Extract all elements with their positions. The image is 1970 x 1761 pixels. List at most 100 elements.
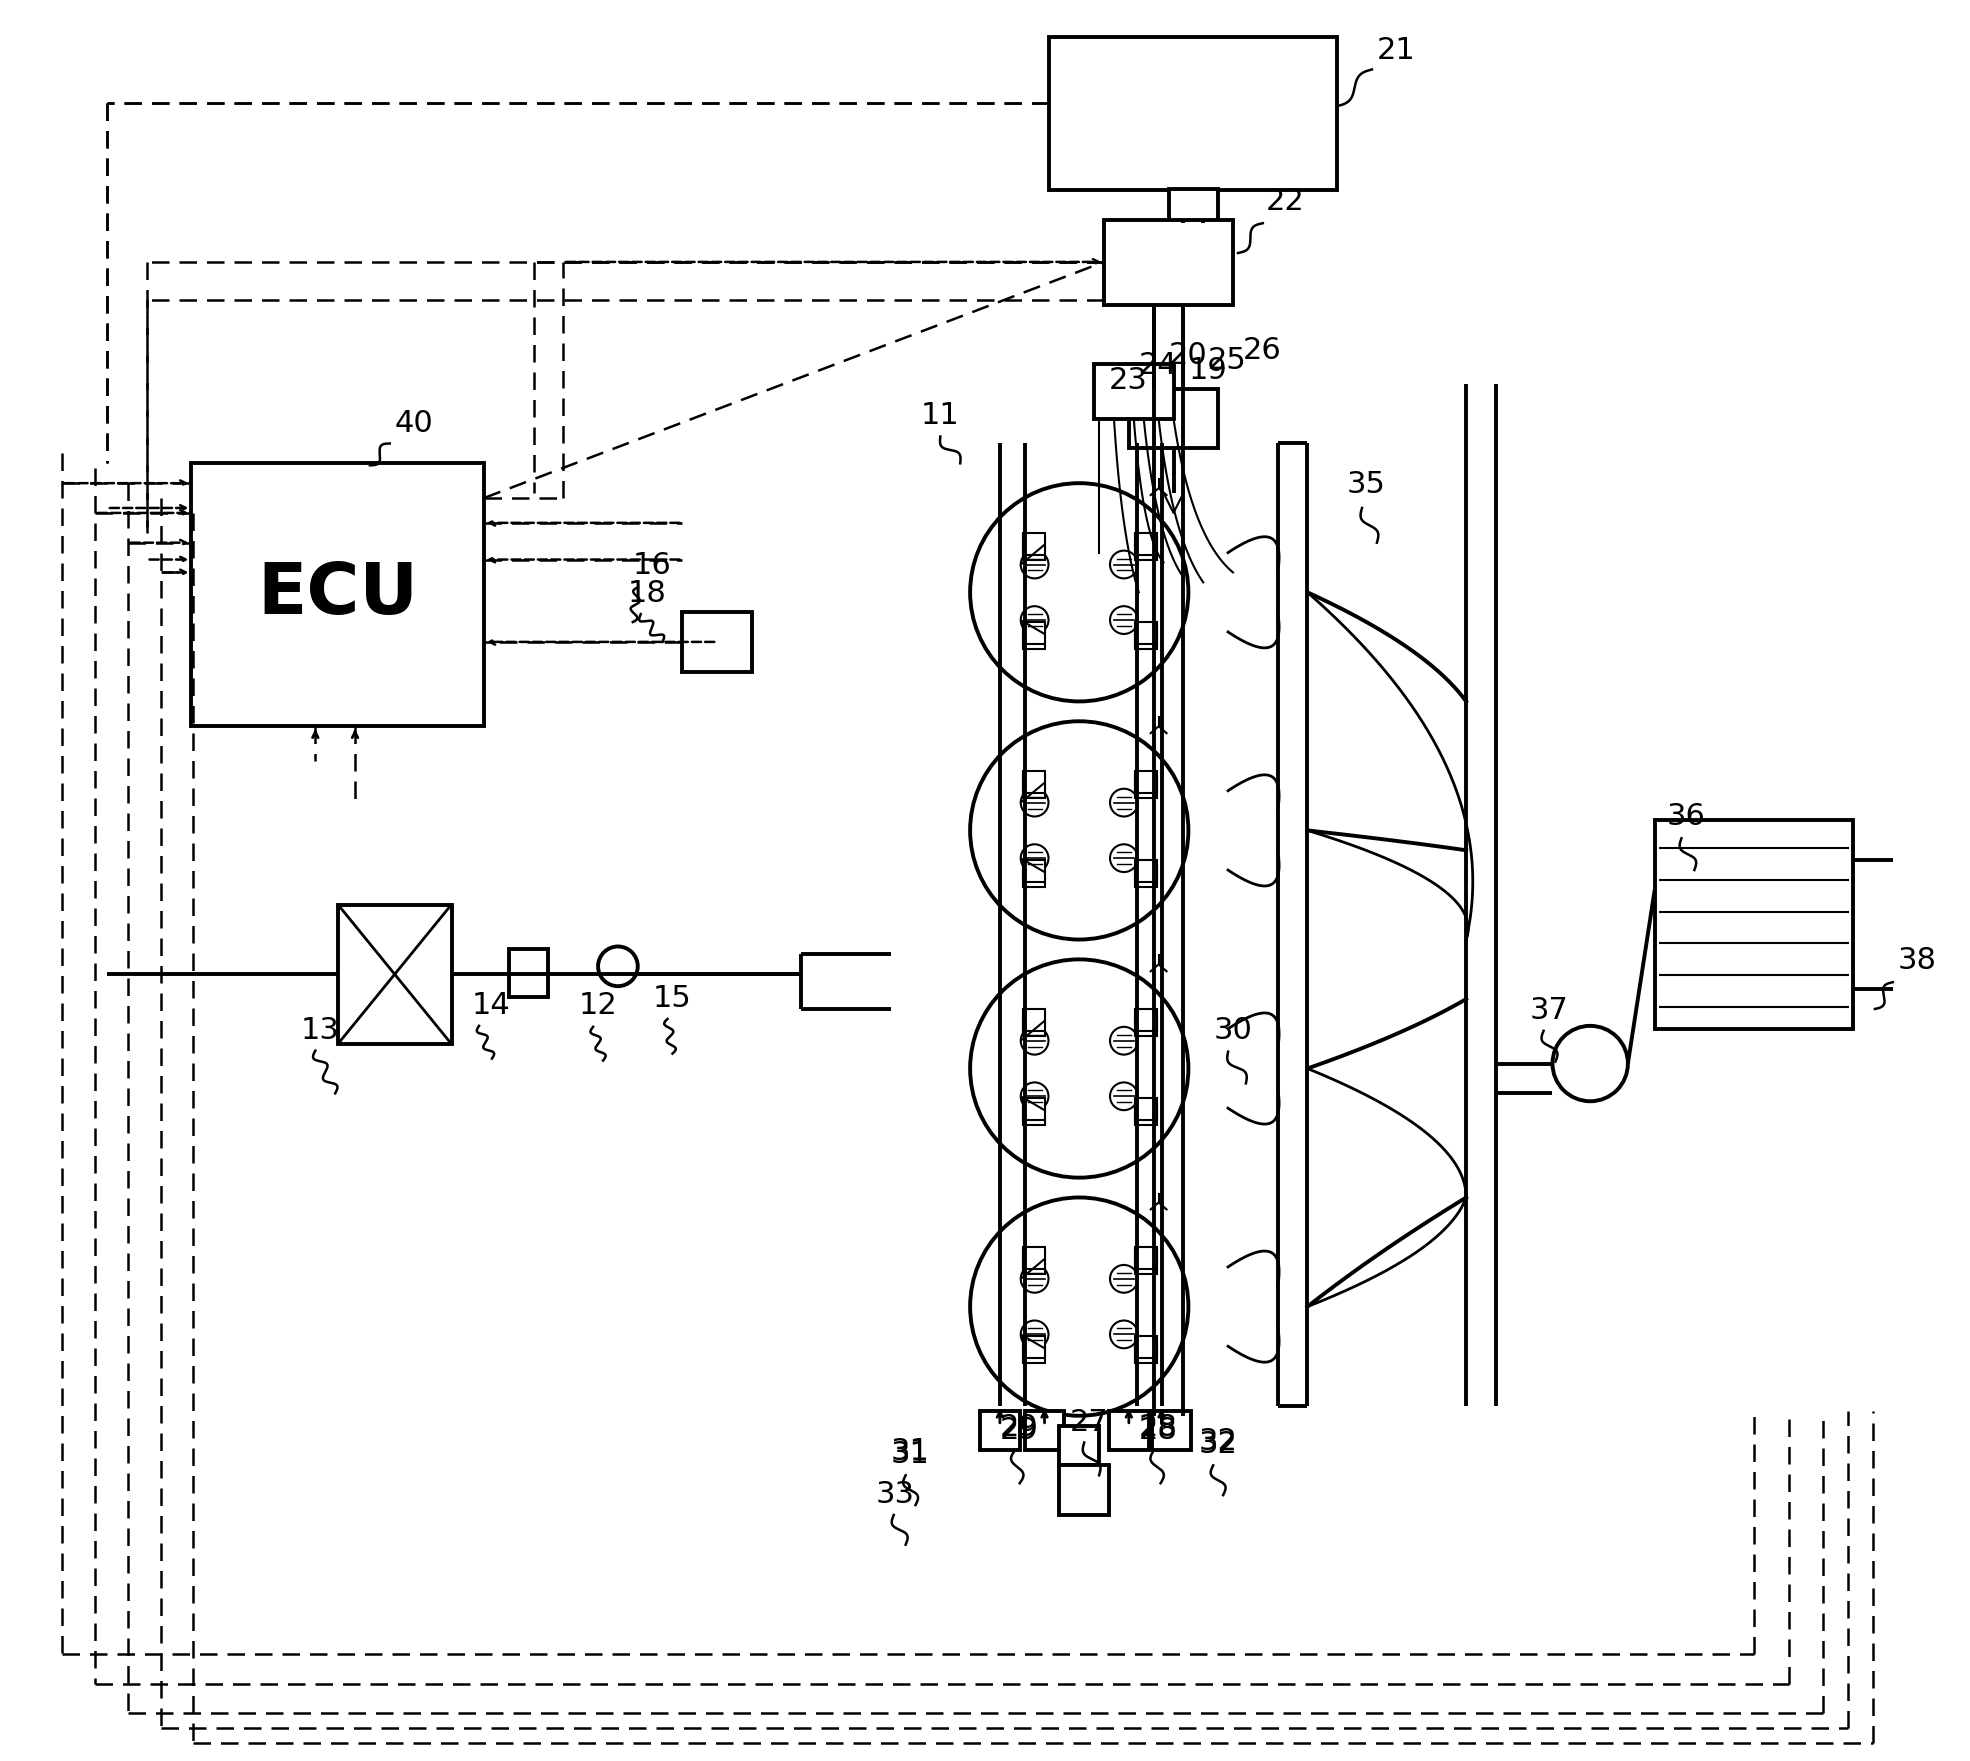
- Text: 31: 31: [890, 1437, 930, 1467]
- Text: 22: 22: [1267, 187, 1304, 217]
- Bar: [1022, 1009, 1044, 1030]
- Bar: [1022, 1014, 1044, 1035]
- Bar: [1022, 537, 1044, 560]
- Bar: [1135, 534, 1156, 555]
- Bar: [1135, 777, 1156, 798]
- Bar: [191, 463, 485, 726]
- Circle shape: [1020, 844, 1048, 872]
- Circle shape: [1020, 1083, 1048, 1109]
- Bar: [1135, 771, 1156, 792]
- Text: 13: 13: [301, 1016, 339, 1044]
- Bar: [1022, 771, 1044, 792]
- Bar: [1050, 37, 1338, 190]
- Text: 32: 32: [1198, 1428, 1237, 1456]
- Bar: [1655, 821, 1854, 1028]
- Circle shape: [1020, 1027, 1048, 1055]
- Bar: [339, 905, 453, 1044]
- Bar: [1135, 1014, 1156, 1035]
- Bar: [1135, 537, 1156, 560]
- Text: 25: 25: [1208, 347, 1247, 375]
- Text: 21: 21: [1377, 35, 1416, 65]
- Bar: [1168, 188, 1217, 224]
- Text: 30: 30: [1214, 1016, 1253, 1044]
- Text: 33: 33: [877, 1479, 914, 1509]
- Circle shape: [969, 722, 1188, 940]
- Bar: [1135, 859, 1156, 882]
- Circle shape: [1020, 551, 1048, 578]
- Text: 23: 23: [1109, 366, 1149, 394]
- Bar: [1135, 1009, 1156, 1030]
- Bar: [1103, 220, 1233, 305]
- Bar: [1135, 1247, 1156, 1270]
- Text: 18: 18: [628, 579, 666, 608]
- Circle shape: [599, 946, 638, 986]
- Text: 26: 26: [1243, 336, 1282, 365]
- Text: 27: 27: [1070, 1407, 1107, 1437]
- Bar: [1093, 365, 1174, 419]
- Circle shape: [1109, 844, 1139, 872]
- Bar: [1135, 1099, 1156, 1120]
- Bar: [1135, 1337, 1156, 1358]
- Bar: [1022, 627, 1044, 648]
- Text: 16: 16: [632, 551, 672, 581]
- Text: 37: 37: [1529, 997, 1568, 1025]
- Text: 11: 11: [920, 402, 959, 430]
- Text: 32: 32: [1198, 1430, 1237, 1460]
- Bar: [1135, 1252, 1156, 1273]
- Bar: [1129, 389, 1217, 449]
- Circle shape: [1109, 551, 1139, 578]
- Text: 35: 35: [1347, 470, 1387, 498]
- Bar: [1152, 1411, 1192, 1451]
- Bar: [1022, 1337, 1044, 1358]
- Bar: [1022, 534, 1044, 555]
- Bar: [1022, 1342, 1044, 1363]
- Circle shape: [1109, 1027, 1139, 1055]
- Circle shape: [1020, 1321, 1048, 1349]
- Circle shape: [1109, 1083, 1139, 1109]
- Circle shape: [1552, 1027, 1627, 1101]
- Bar: [1060, 1465, 1109, 1514]
- Bar: [979, 1411, 1020, 1451]
- Text: 19: 19: [1188, 356, 1227, 386]
- Circle shape: [969, 1197, 1188, 1416]
- Bar: [1022, 1099, 1044, 1120]
- Text: 29: 29: [1001, 1412, 1038, 1442]
- Circle shape: [1109, 789, 1139, 817]
- Text: 12: 12: [579, 991, 617, 1020]
- Text: 28: 28: [1139, 1412, 1178, 1442]
- Text: 38: 38: [1897, 946, 1937, 976]
- Text: 29: 29: [1001, 1416, 1038, 1444]
- Text: 40: 40: [394, 409, 433, 437]
- Bar: [1135, 627, 1156, 648]
- Circle shape: [1020, 789, 1048, 817]
- Bar: [1135, 865, 1156, 888]
- Text: 31: 31: [890, 1440, 930, 1469]
- Circle shape: [1109, 606, 1139, 634]
- Bar: [508, 949, 548, 997]
- Bar: [1135, 1102, 1156, 1125]
- Bar: [1060, 1426, 1099, 1465]
- Text: 14: 14: [473, 991, 510, 1020]
- Bar: [1024, 1411, 1064, 1451]
- Text: ECU: ECU: [258, 560, 418, 629]
- Bar: [1022, 777, 1044, 798]
- Text: 20: 20: [1168, 342, 1208, 370]
- Text: 15: 15: [652, 984, 691, 1013]
- Text: 24: 24: [1139, 350, 1178, 380]
- Circle shape: [1020, 606, 1048, 634]
- Bar: [1022, 622, 1044, 645]
- Bar: [1109, 1411, 1149, 1451]
- Circle shape: [1109, 1321, 1139, 1349]
- Text: 28: 28: [1139, 1416, 1178, 1444]
- Text: 36: 36: [1667, 803, 1706, 831]
- Circle shape: [1109, 1264, 1139, 1293]
- Bar: [682, 613, 753, 671]
- Circle shape: [1020, 1264, 1048, 1293]
- Bar: [1022, 865, 1044, 888]
- Bar: [1022, 859, 1044, 882]
- Bar: [1022, 1102, 1044, 1125]
- Circle shape: [969, 960, 1188, 1178]
- Bar: [1135, 622, 1156, 645]
- Bar: [1022, 1252, 1044, 1273]
- Circle shape: [969, 483, 1188, 701]
